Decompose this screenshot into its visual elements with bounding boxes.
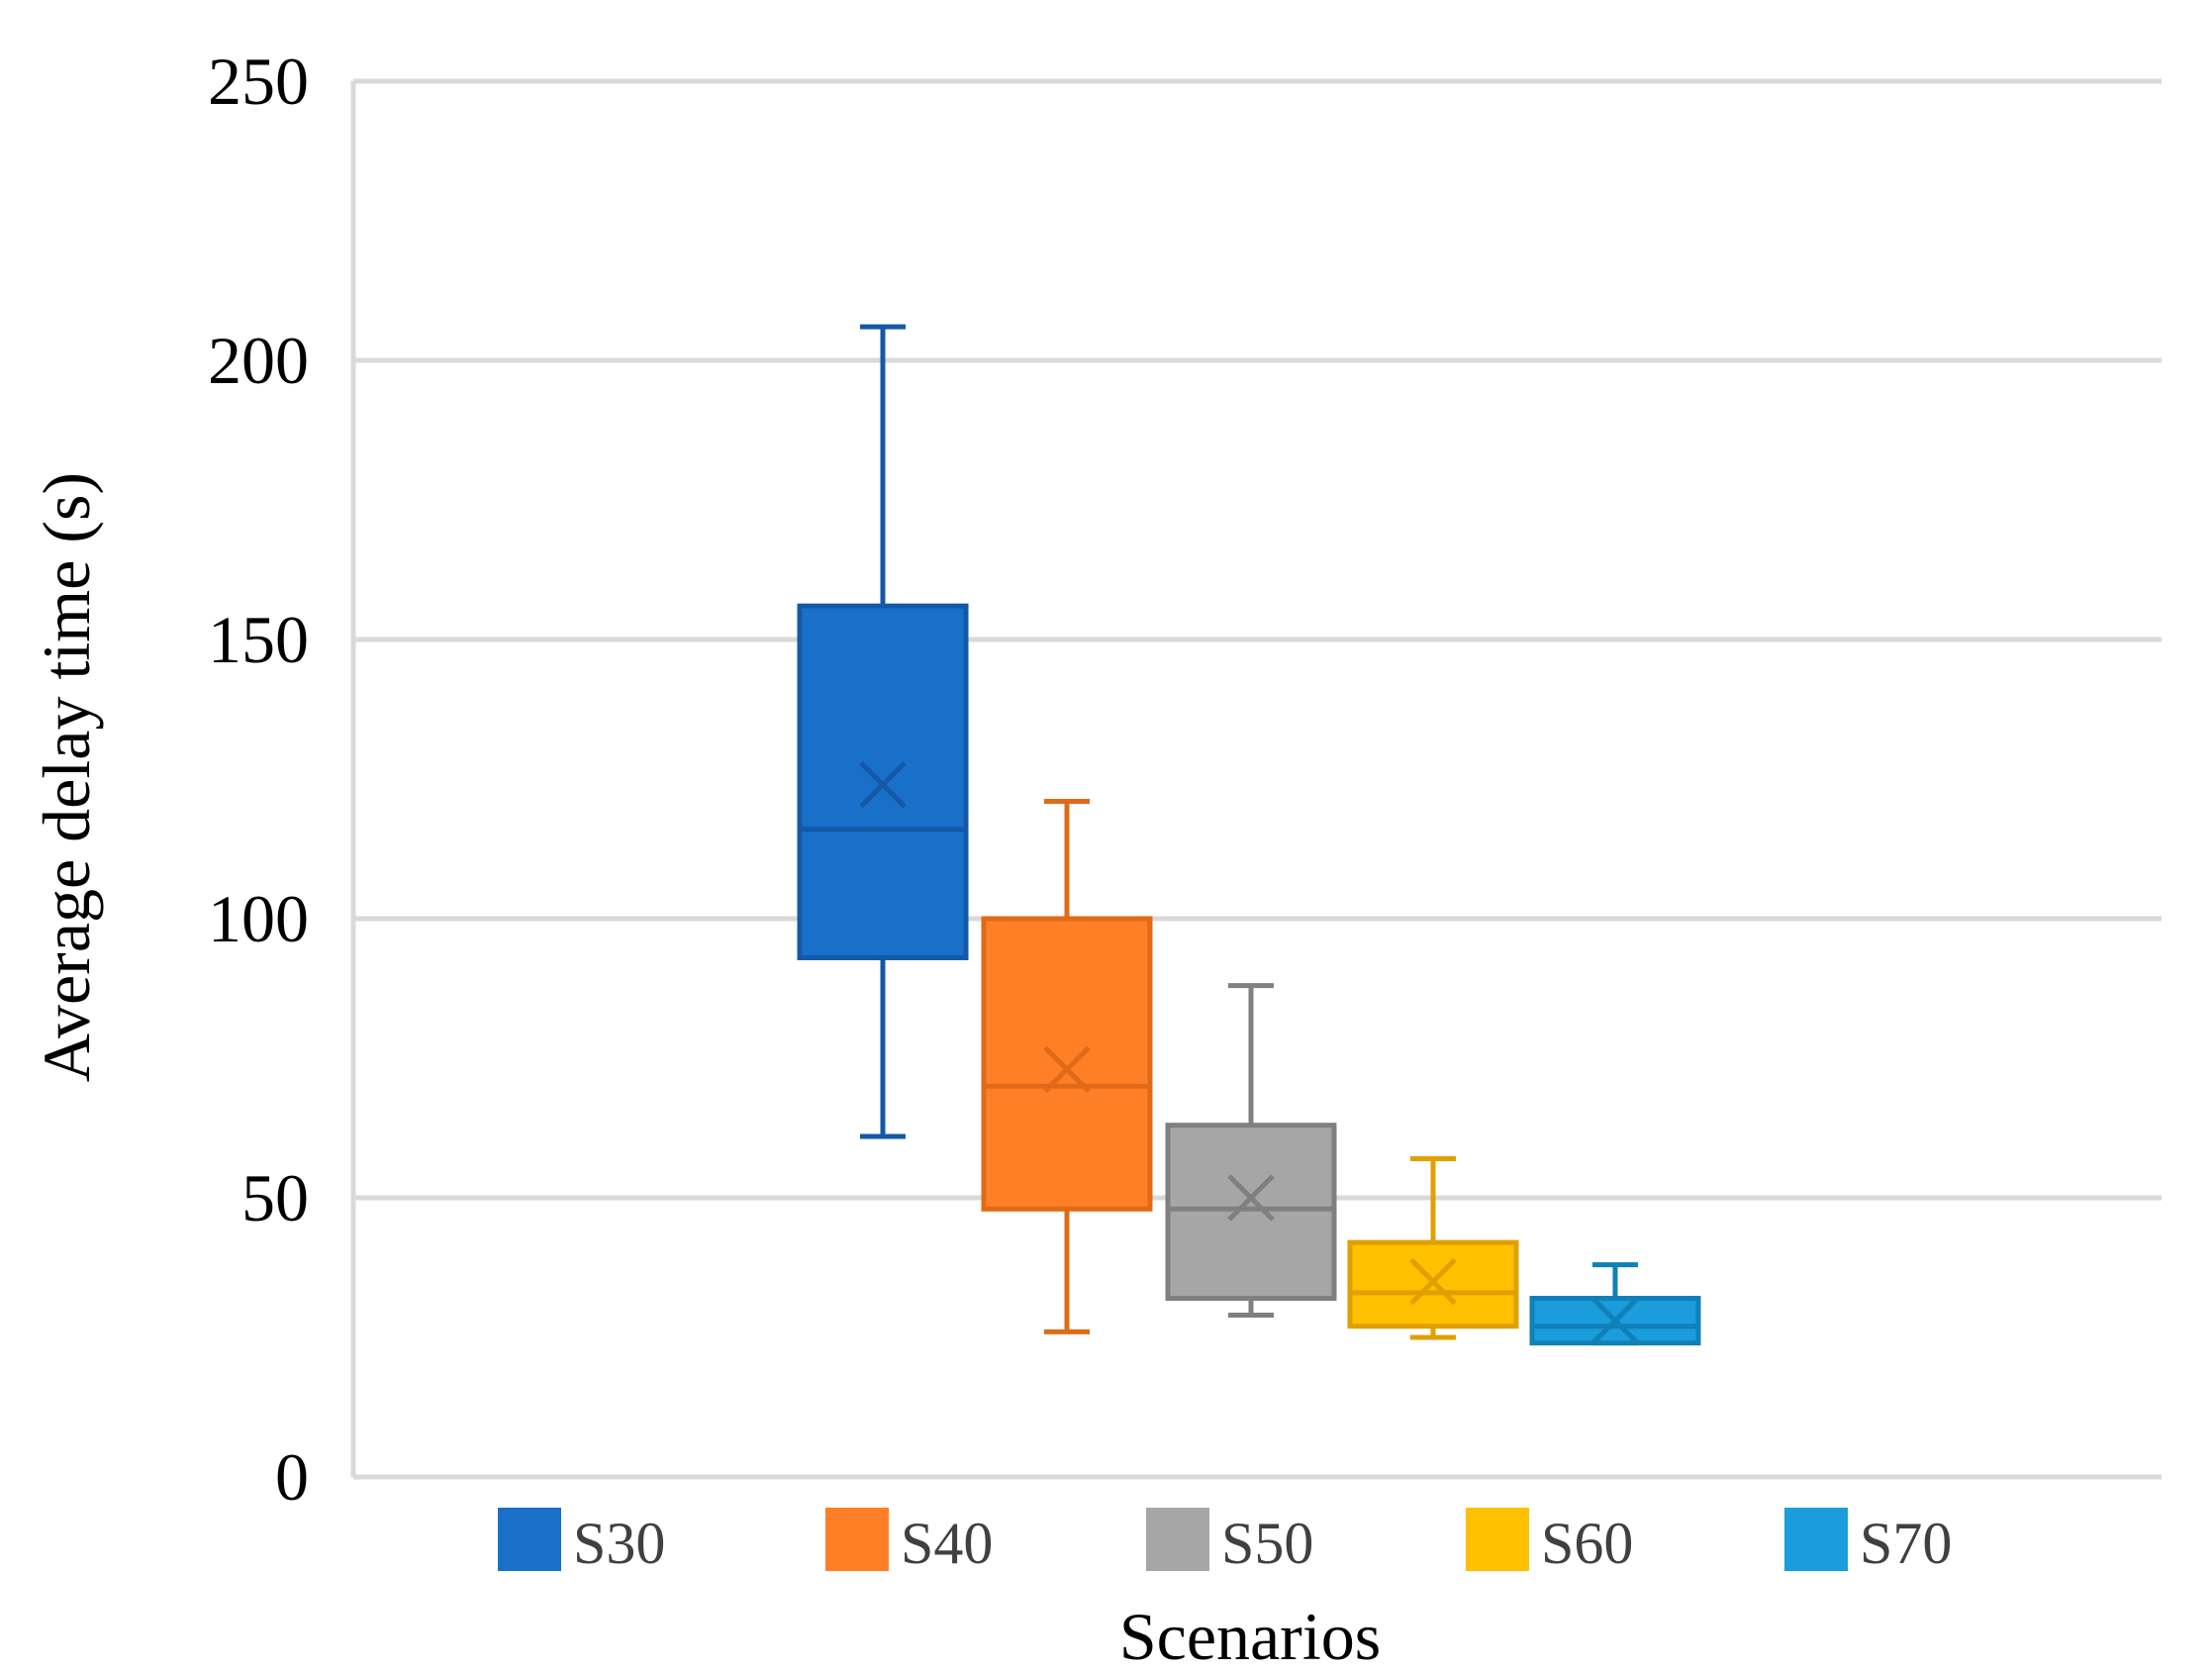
legend-item-s70: S70 (1784, 1508, 1952, 1576)
mean-marker-s50 (1227, 1174, 1275, 1222)
legend-swatch-s70 (1784, 1508, 1848, 1571)
legend-item-s60: S60 (1466, 1508, 1633, 1576)
legend-label-s70: S70 (1860, 1511, 1952, 1576)
legend: S30 S40 S50 S60 S70 (498, 1508, 1952, 1576)
box-s30 (797, 324, 969, 1139)
y-tick-label-50: 50 (241, 1160, 309, 1235)
legend-label-s40: S40 (901, 1511, 993, 1576)
legend-label-s30: S30 (573, 1511, 665, 1576)
y-tick-label-200: 200 (208, 323, 309, 398)
legend-label-s50: S50 (1221, 1511, 1313, 1576)
box-s40 (981, 799, 1153, 1334)
box-s50 (1165, 983, 1337, 1318)
legend-swatch-s60 (1466, 1508, 1529, 1571)
y-axis-title: Average delay time (s) (29, 472, 104, 1082)
y-tick-label-0: 0 (275, 1439, 309, 1515)
box-s70 (1529, 1262, 1701, 1346)
mean-marker-s40 (1043, 1045, 1091, 1094)
legend-label-s60: S60 (1541, 1511, 1633, 1576)
iqr-box-s40 (981, 916, 1153, 1212)
mean-marker-s60 (1409, 1257, 1457, 1306)
mean-marker-s30 (859, 760, 907, 809)
y-tick-label-150: 150 (208, 602, 309, 677)
gridlines (350, 78, 2162, 1480)
y-axis-ticks: 0 50 100 150 200 250 (208, 44, 309, 1515)
legend-swatch-s40 (825, 1508, 889, 1571)
box-s60 (1347, 1156, 1519, 1340)
mean-marker-s70 (1591, 1297, 1639, 1344)
legend-swatch-s30 (498, 1508, 561, 1571)
iqr-box-s50 (1165, 1123, 1337, 1302)
y-tick-label-250: 250 (208, 44, 309, 119)
x-axis-title: Scenarios (1119, 1599, 1381, 1672)
legend-item-s40: S40 (825, 1508, 993, 1576)
legend-item-s30: S30 (498, 1508, 665, 1576)
legend-item-s50: S50 (1146, 1508, 1313, 1576)
legend-swatch-s50 (1146, 1508, 1209, 1571)
y-tick-label-100: 100 (208, 881, 309, 956)
boxes (797, 324, 1701, 1346)
